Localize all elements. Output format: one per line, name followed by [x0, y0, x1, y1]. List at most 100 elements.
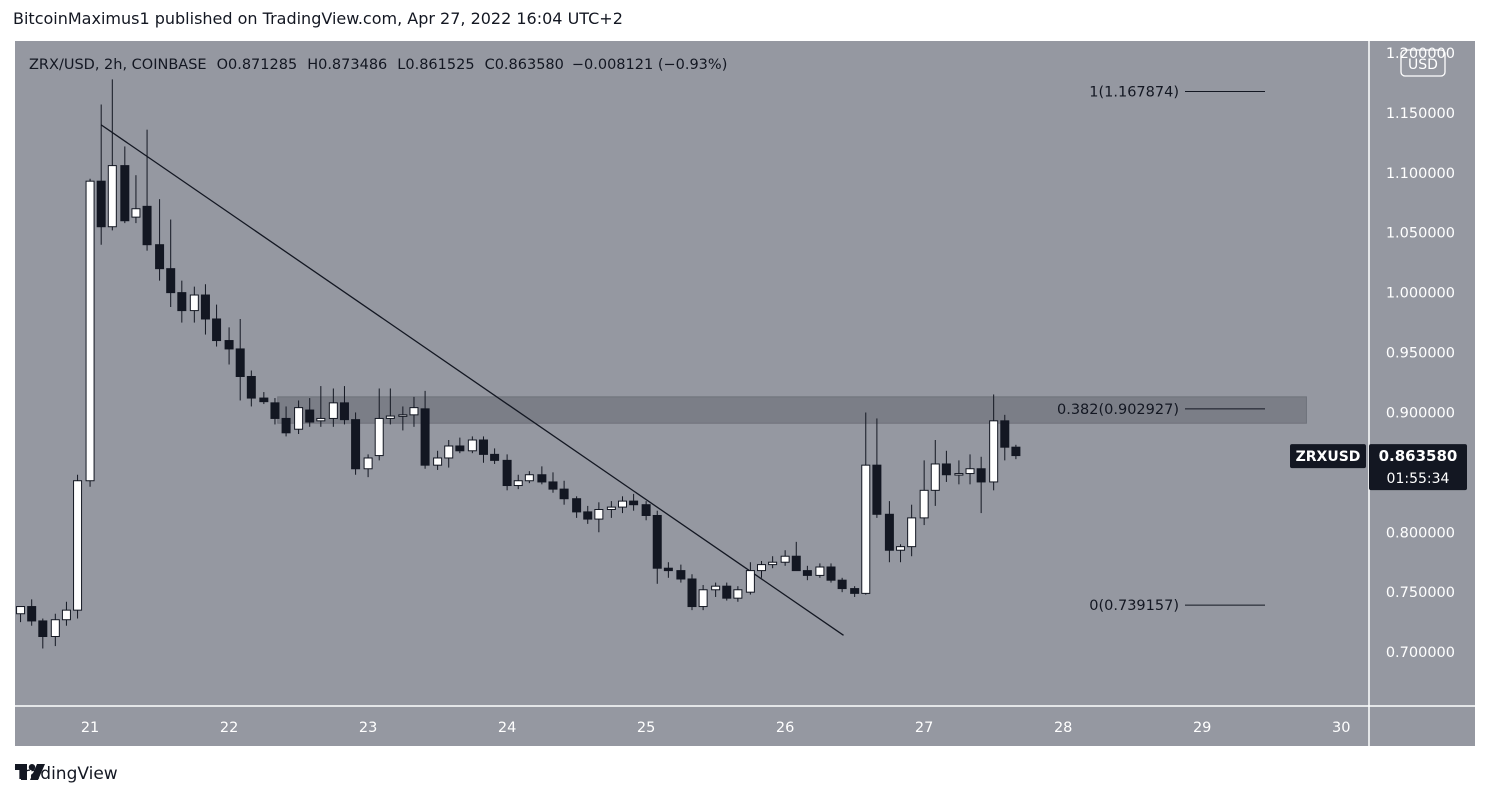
candle-body — [339, 402, 349, 421]
candle — [61, 601, 71, 626]
candle — [294, 400, 304, 435]
date-tick-label: 21 — [81, 720, 99, 736]
candlestick-series — [16, 79, 1021, 649]
candle — [385, 388, 395, 425]
open-value: 0.871285 — [228, 57, 297, 73]
candle-body — [155, 244, 165, 270]
candle-body — [629, 500, 639, 506]
candle-body — [583, 511, 593, 520]
exchange-label: COINBASE — [132, 57, 207, 73]
interval-label: 2h — [104, 57, 122, 73]
candle — [142, 129, 152, 251]
candle — [270, 398, 280, 425]
candle-body — [907, 517, 917, 548]
candle — [200, 284, 210, 335]
candle — [131, 175, 141, 224]
candle — [155, 199, 165, 281]
candle-body — [409, 407, 419, 416]
footer-brand[interactable]: TradingView — [15, 764, 118, 784]
candle — [663, 562, 673, 578]
candle — [96, 104, 106, 245]
price-box — [1369, 444, 1467, 491]
candle-body — [572, 498, 582, 513]
candle — [27, 599, 37, 626]
candle — [954, 460, 964, 485]
currency-button[interactable]: USD — [1400, 49, 1446, 77]
candle-body — [235, 348, 245, 377]
candle-body — [815, 566, 825, 576]
date-tick-label: 25 — [637, 720, 655, 736]
descending-trendline[interactable] — [100, 124, 844, 636]
candle — [513, 474, 523, 490]
candle-body — [316, 417, 326, 422]
candle-body — [363, 457, 373, 470]
candle-body — [420, 408, 430, 466]
candle — [594, 502, 604, 533]
candle — [38, 618, 48, 649]
current-price-value: 0.863580 — [1379, 447, 1458, 465]
candle-body — [965, 468, 975, 475]
candle-body — [328, 402, 338, 419]
price-tick-label: 0.750000 — [1386, 585, 1455, 601]
candle — [872, 418, 882, 518]
candle — [73, 474, 83, 619]
date-tick-label: 29 — [1193, 720, 1211, 736]
candle-body — [768, 561, 778, 566]
bar-countdown: 01:55:34 — [1387, 471, 1450, 487]
candle — [107, 79, 117, 231]
open-label: O — [217, 57, 228, 73]
candle — [224, 327, 234, 365]
candle-body — [177, 292, 187, 312]
candle — [768, 556, 778, 569]
candle-body — [455, 445, 465, 452]
candle-body — [212, 318, 222, 342]
candle — [120, 146, 130, 224]
candle — [351, 412, 361, 475]
candle-body — [38, 620, 48, 638]
candle — [861, 412, 871, 595]
candle — [235, 318, 245, 401]
candle-body — [305, 409, 315, 423]
candle-body — [16, 606, 26, 615]
price-chart[interactable]: 1(1.167874) 0.382(0.902927) 0(0.739157) 1.… — [15, 41, 1475, 746]
published-header: BitcoinMaximus1 published on TradingView… — [13, 9, 623, 28]
candle-body — [559, 488, 569, 500]
candle-body — [837, 579, 847, 590]
candle-body — [433, 457, 443, 466]
candle — [583, 505, 593, 524]
date-tick-label: 24 — [498, 720, 516, 736]
candle-body — [513, 480, 523, 487]
price-tick-label: 1.100000 — [1386, 166, 1455, 182]
fibonacci-levels[interactable]: 1(1.167874) 0.382(0.902927) 0(0.739157) — [1057, 84, 1265, 614]
candle-body — [850, 588, 860, 594]
candle — [907, 504, 917, 557]
price-tick-label: 1.000000 — [1386, 286, 1455, 302]
chart-panel[interactable]: 1(1.167874) 0.382(0.902927) 0(0.739157) 1.… — [15, 41, 1475, 746]
date-tick-label: 26 — [776, 720, 794, 736]
low-value: 0.861525 — [405, 57, 474, 73]
candle-body — [884, 513, 894, 551]
time-axis[interactable]: 21 22 23 24 25 26 27 28 29 30 — [81, 720, 1351, 736]
candle-body — [711, 585, 721, 591]
price-tick-label: 0.950000 — [1386, 346, 1455, 362]
tradingview-logo-icon — [15, 764, 45, 780]
candle — [687, 574, 697, 611]
candle — [537, 466, 547, 485]
price-axis[interactable]: 1.2000001.1500001.1000001.0500001.000000… — [1386, 46, 1455, 661]
close-value: 0.863580 — [495, 57, 564, 73]
date-tick-label: 23 — [359, 720, 377, 736]
candle-body — [641, 504, 651, 516]
date-tick-label: 28 — [1054, 720, 1072, 736]
candle — [698, 584, 708, 611]
candle — [16, 606, 26, 623]
candle — [524, 471, 534, 484]
candle — [212, 304, 222, 347]
candle — [502, 454, 512, 491]
candle — [826, 563, 836, 583]
candle-body — [224, 340, 234, 350]
candle — [444, 440, 454, 468]
candle — [559, 480, 569, 505]
candle-body — [189, 294, 199, 312]
price-tick-label: 1.150000 — [1386, 106, 1455, 122]
date-tick-label: 30 — [1332, 720, 1350, 736]
